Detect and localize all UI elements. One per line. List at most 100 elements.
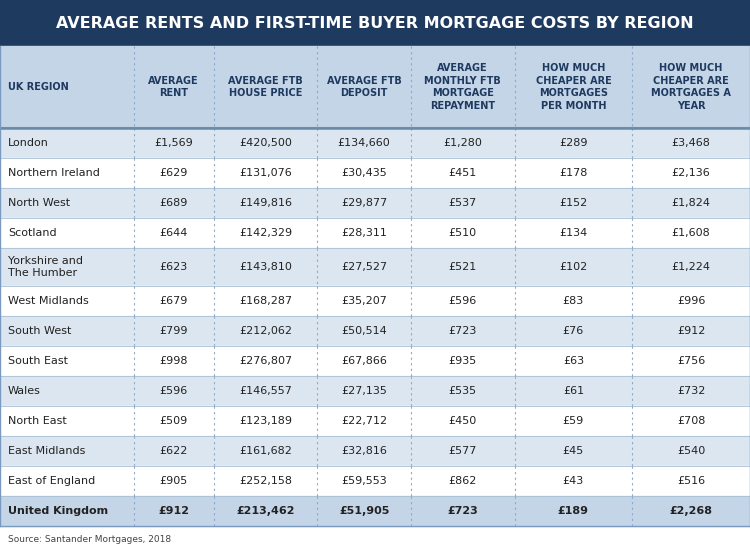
Text: £252,158: £252,158	[239, 476, 292, 486]
Text: £152: £152	[560, 198, 587, 208]
Text: £3,468: £3,468	[672, 138, 710, 148]
Text: Scotland: Scotland	[8, 228, 57, 238]
Text: £450: £450	[448, 416, 477, 426]
Text: £723: £723	[447, 506, 478, 516]
Text: £1,280: £1,280	[443, 138, 482, 148]
Text: East Midlands: East Midlands	[8, 446, 86, 456]
Text: £83: £83	[562, 296, 584, 306]
Text: £644: £644	[160, 228, 188, 238]
Text: United Kingdom: United Kingdom	[8, 506, 108, 516]
Text: £161,682: £161,682	[239, 446, 292, 456]
Bar	[0, 376, 750, 406]
Text: £540: £540	[677, 446, 705, 456]
Bar	[0, 218, 750, 248]
Text: East of England: East of England	[8, 476, 95, 486]
Bar	[0, 496, 750, 526]
Text: UK REGION: UK REGION	[8, 82, 69, 92]
Text: £2,268: £2,268	[670, 506, 712, 516]
Text: £1,824: £1,824	[672, 198, 711, 208]
Text: £149,816: £149,816	[239, 198, 292, 208]
Text: £143,810: £143,810	[239, 262, 292, 272]
Text: £629: £629	[160, 168, 188, 178]
Text: AVERAGE RENTS AND FIRST-TIME BUYER MORTGAGE COSTS BY REGION: AVERAGE RENTS AND FIRST-TIME BUYER MORTG…	[56, 15, 694, 30]
Text: £76: £76	[562, 326, 584, 336]
Text: £1,224: £1,224	[672, 262, 711, 272]
Text: £679: £679	[160, 296, 188, 306]
Text: £27,135: £27,135	[341, 386, 387, 396]
Bar	[0, 406, 750, 436]
Text: £28,311: £28,311	[341, 228, 387, 238]
Text: £1,569: £1,569	[154, 138, 193, 148]
Text: £912: £912	[677, 326, 705, 336]
Text: £756: £756	[677, 356, 705, 366]
Text: £1,608: £1,608	[672, 228, 710, 238]
Bar	[0, 158, 750, 188]
Text: £59,553: £59,553	[341, 476, 387, 486]
Text: Source: Santander Mortgages, 2018: Source: Santander Mortgages, 2018	[8, 535, 171, 544]
Bar	[0, 46, 750, 128]
Text: £998: £998	[159, 356, 188, 366]
Bar	[0, 316, 750, 346]
Text: £516: £516	[677, 476, 705, 486]
Text: £51,905: £51,905	[339, 506, 389, 516]
Text: £59: £59	[562, 416, 584, 426]
Text: AVERAGE FTB
HOUSE PRICE: AVERAGE FTB HOUSE PRICE	[228, 76, 303, 98]
Text: £123,189: £123,189	[239, 416, 292, 426]
Text: £689: £689	[160, 198, 188, 208]
Text: £29,877: £29,877	[341, 198, 387, 208]
Text: £178: £178	[560, 168, 587, 178]
Text: London: London	[8, 138, 49, 148]
Text: £102: £102	[560, 262, 587, 272]
Text: South East: South East	[8, 356, 68, 366]
Text: North East: North East	[8, 416, 67, 426]
Text: £723: £723	[448, 326, 477, 336]
Text: £912: £912	[158, 506, 189, 516]
Bar	[0, 346, 750, 376]
Text: £43: £43	[562, 476, 584, 486]
Text: £420,500: £420,500	[239, 138, 292, 148]
Text: Wales: Wales	[8, 386, 40, 396]
Text: £289: £289	[559, 138, 588, 148]
Text: £168,287: £168,287	[239, 296, 292, 306]
Text: £577: £577	[448, 446, 477, 456]
Text: £30,435: £30,435	[341, 168, 387, 178]
Bar	[0, 436, 750, 466]
Text: £622: £622	[160, 446, 188, 456]
Text: £67,866: £67,866	[341, 356, 387, 366]
Text: £22,712: £22,712	[341, 416, 387, 426]
Text: South West: South West	[8, 326, 71, 336]
Text: North West: North West	[8, 198, 70, 208]
Text: Yorkshire and
The Humber: Yorkshire and The Humber	[8, 256, 83, 278]
Text: £2,136: £2,136	[672, 168, 710, 178]
Text: £134,660: £134,660	[338, 138, 391, 148]
Bar	[0, 466, 750, 496]
Text: £451: £451	[448, 168, 477, 178]
Text: £61: £61	[562, 386, 584, 396]
Text: £27,527: £27,527	[341, 262, 387, 272]
Text: £131,076: £131,076	[239, 168, 292, 178]
Text: £862: £862	[448, 476, 477, 486]
Text: £799: £799	[159, 326, 188, 336]
Text: £142,329: £142,329	[239, 228, 292, 238]
Text: £276,807: £276,807	[239, 356, 292, 366]
Text: £45: £45	[562, 446, 584, 456]
Text: £596: £596	[160, 386, 188, 396]
Text: AVERAGE
RENT: AVERAGE RENT	[148, 76, 199, 98]
Bar	[0, 248, 750, 285]
Text: £596: £596	[448, 296, 477, 306]
Text: AVERAGE
MONTHLY FTB
MORTGAGE
REPAYMENT: AVERAGE MONTHLY FTB MORTGAGE REPAYMENT	[424, 63, 501, 111]
Text: Northern Ireland: Northern Ireland	[8, 168, 100, 178]
Text: £537: £537	[448, 198, 477, 208]
Text: £50,514: £50,514	[341, 326, 387, 336]
Text: £535: £535	[448, 386, 477, 396]
Bar	[0, 0, 750, 46]
Text: £213,462: £213,462	[236, 506, 295, 516]
Text: £134: £134	[560, 228, 587, 238]
Text: £708: £708	[677, 416, 705, 426]
Text: £146,557: £146,557	[239, 386, 292, 396]
Text: £35,207: £35,207	[341, 296, 387, 306]
Bar	[0, 285, 750, 316]
Text: AVERAGE FTB
DEPOSIT: AVERAGE FTB DEPOSIT	[327, 76, 401, 98]
Text: £510: £510	[448, 228, 477, 238]
Text: £935: £935	[448, 356, 477, 366]
